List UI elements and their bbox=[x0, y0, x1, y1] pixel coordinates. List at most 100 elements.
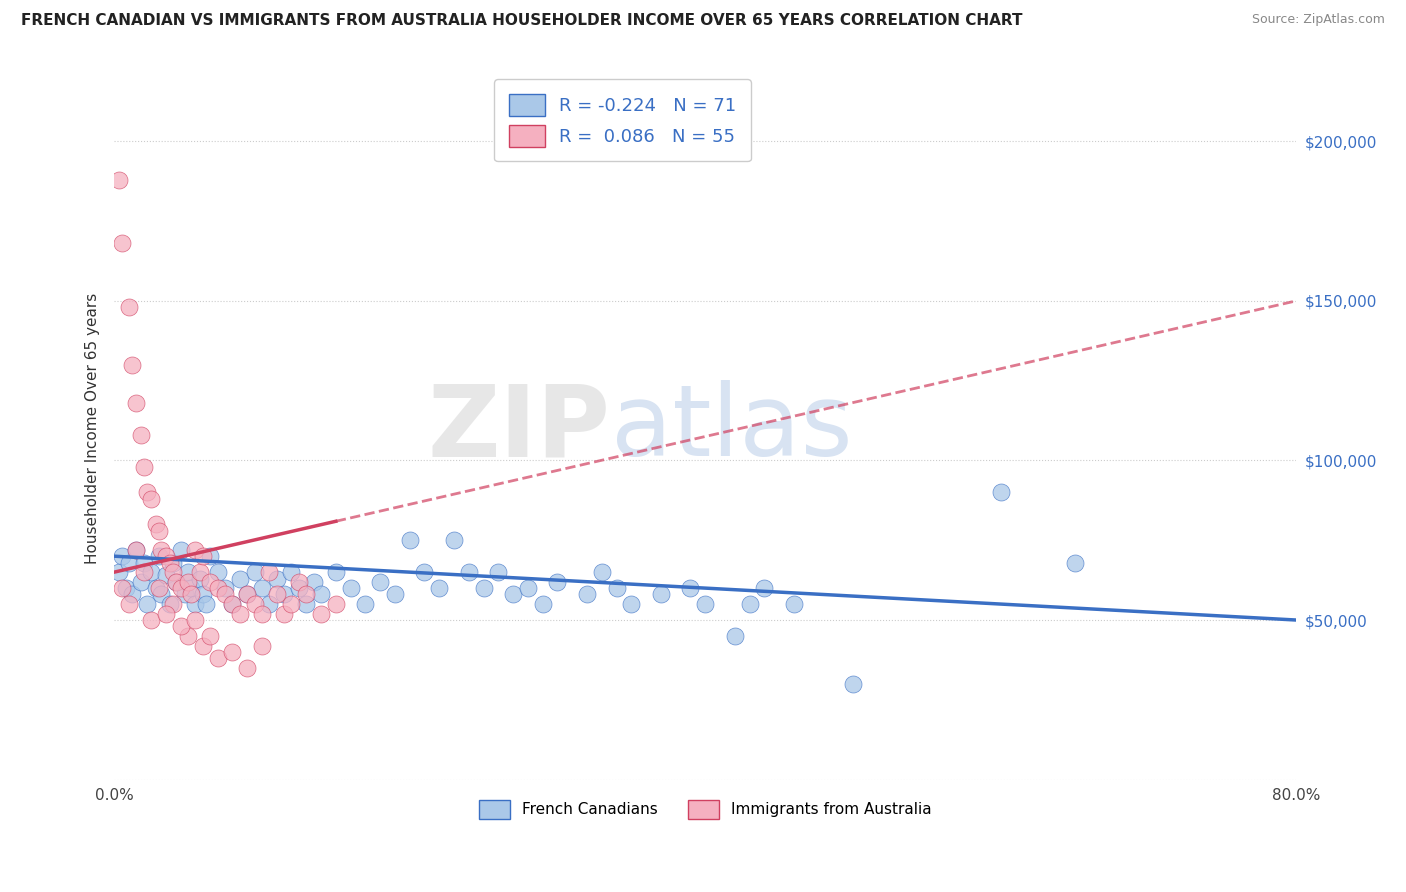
Point bbox=[174, 587, 197, 601]
Point bbox=[139, 565, 162, 579]
Point bbox=[295, 587, 318, 601]
Point bbox=[273, 587, 295, 601]
Point bbox=[150, 542, 173, 557]
Point bbox=[259, 597, 281, 611]
Legend: French Canadians, Immigrants from Australia: French Canadians, Immigrants from Austra… bbox=[472, 794, 938, 824]
Point bbox=[207, 651, 229, 665]
Point bbox=[194, 597, 217, 611]
Point bbox=[339, 581, 361, 595]
Point bbox=[591, 565, 613, 579]
Point bbox=[129, 428, 152, 442]
Point bbox=[325, 597, 347, 611]
Point bbox=[250, 607, 273, 621]
Point bbox=[288, 574, 311, 589]
Point bbox=[457, 565, 479, 579]
Point bbox=[129, 574, 152, 589]
Point bbox=[170, 619, 193, 633]
Point bbox=[754, 581, 776, 595]
Point bbox=[724, 629, 747, 643]
Point bbox=[325, 565, 347, 579]
Point bbox=[165, 574, 187, 589]
Point bbox=[236, 587, 259, 601]
Point bbox=[184, 597, 207, 611]
Point bbox=[145, 581, 167, 595]
Point bbox=[121, 587, 143, 601]
Point bbox=[162, 556, 184, 570]
Point bbox=[148, 581, 170, 595]
Text: FRENCH CANADIAN VS IMMIGRANTS FROM AUSTRALIA HOUSEHOLDER INCOME OVER 65 YEARS CO: FRENCH CANADIAN VS IMMIGRANTS FROM AUSTR… bbox=[21, 13, 1022, 29]
Point bbox=[214, 587, 236, 601]
Point bbox=[309, 607, 332, 621]
Point bbox=[191, 639, 214, 653]
Point bbox=[200, 574, 222, 589]
Point bbox=[229, 572, 252, 586]
Point bbox=[121, 358, 143, 372]
Point bbox=[302, 574, 325, 589]
Point bbox=[148, 524, 170, 538]
Point bbox=[200, 549, 222, 564]
Point bbox=[170, 542, 193, 557]
Point bbox=[842, 677, 865, 691]
Point bbox=[236, 661, 259, 675]
Point bbox=[576, 587, 599, 601]
Point bbox=[200, 629, 222, 643]
Text: Source: ZipAtlas.com: Source: ZipAtlas.com bbox=[1251, 13, 1385, 27]
Point bbox=[783, 597, 806, 611]
Point bbox=[354, 597, 377, 611]
Point bbox=[384, 587, 406, 601]
Point bbox=[368, 574, 391, 589]
Point bbox=[177, 574, 200, 589]
Point bbox=[118, 300, 141, 314]
Point bbox=[148, 549, 170, 564]
Point bbox=[191, 549, 214, 564]
Point bbox=[107, 565, 129, 579]
Point bbox=[288, 581, 311, 595]
Point bbox=[273, 607, 295, 621]
Point bbox=[132, 565, 155, 579]
Point bbox=[191, 587, 214, 601]
Point bbox=[606, 581, 628, 595]
Point bbox=[207, 581, 229, 595]
Point bbox=[207, 565, 229, 579]
Point bbox=[125, 542, 148, 557]
Point bbox=[177, 629, 200, 643]
Point bbox=[184, 542, 207, 557]
Point bbox=[184, 613, 207, 627]
Point bbox=[695, 597, 717, 611]
Point bbox=[413, 565, 436, 579]
Point bbox=[250, 581, 273, 595]
Point bbox=[150, 587, 173, 601]
Point bbox=[132, 459, 155, 474]
Point bbox=[162, 597, 184, 611]
Point bbox=[159, 556, 181, 570]
Point bbox=[398, 533, 420, 548]
Point bbox=[107, 172, 129, 186]
Point bbox=[679, 581, 702, 595]
Point bbox=[229, 607, 252, 621]
Point bbox=[135, 597, 157, 611]
Point bbox=[155, 549, 177, 564]
Point bbox=[266, 572, 288, 586]
Point bbox=[502, 587, 524, 601]
Point bbox=[221, 597, 243, 611]
Y-axis label: Householder Income Over 65 years: Householder Income Over 65 years bbox=[86, 293, 100, 564]
Point bbox=[295, 597, 318, 611]
Point bbox=[110, 549, 132, 564]
Point bbox=[472, 581, 495, 595]
Point bbox=[155, 607, 177, 621]
Point bbox=[738, 597, 761, 611]
Point bbox=[486, 565, 509, 579]
Point bbox=[180, 581, 202, 595]
Point bbox=[115, 581, 138, 595]
Text: ZIP: ZIP bbox=[427, 380, 610, 477]
Point bbox=[546, 574, 568, 589]
Point bbox=[280, 597, 302, 611]
Point bbox=[135, 485, 157, 500]
Point bbox=[243, 565, 266, 579]
Point bbox=[309, 587, 332, 601]
Point bbox=[118, 597, 141, 611]
Point bbox=[266, 587, 288, 601]
Point bbox=[214, 581, 236, 595]
Point bbox=[125, 542, 148, 557]
Point bbox=[125, 396, 148, 410]
